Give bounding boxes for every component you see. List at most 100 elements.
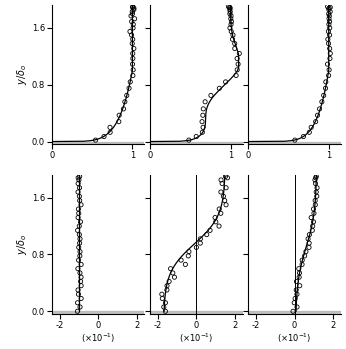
Point xyxy=(296,266,302,272)
Point xyxy=(307,232,312,237)
Point xyxy=(76,257,81,263)
Point xyxy=(76,245,82,250)
Bar xyxy=(52,142,145,146)
Point xyxy=(292,296,298,301)
Point xyxy=(225,175,230,180)
Point xyxy=(311,219,316,225)
Point xyxy=(129,19,135,24)
Point xyxy=(161,304,166,310)
Point xyxy=(194,245,199,250)
Point xyxy=(221,193,226,199)
Point xyxy=(200,125,206,130)
Point xyxy=(78,219,83,225)
Point xyxy=(101,134,107,139)
Point xyxy=(228,29,234,34)
Point xyxy=(323,79,329,85)
Point xyxy=(170,270,175,276)
Point xyxy=(122,99,128,105)
Point xyxy=(299,262,305,267)
Point xyxy=(78,279,83,284)
Point xyxy=(294,304,300,310)
Point xyxy=(78,283,84,289)
Point xyxy=(326,73,331,78)
Point xyxy=(76,177,82,183)
Point xyxy=(76,210,82,216)
Point xyxy=(76,291,81,297)
Point xyxy=(127,79,133,85)
Point xyxy=(130,67,136,73)
Point xyxy=(326,22,332,27)
Point xyxy=(131,7,137,12)
Point xyxy=(308,215,314,220)
Point xyxy=(326,41,331,46)
Point xyxy=(77,253,83,259)
Point xyxy=(76,193,82,199)
Point xyxy=(77,270,83,276)
Point xyxy=(168,266,173,272)
Point xyxy=(222,198,227,203)
Point xyxy=(77,198,82,203)
Point xyxy=(292,137,298,143)
Point xyxy=(227,5,233,11)
Point xyxy=(126,86,132,91)
Point xyxy=(307,129,312,135)
Point xyxy=(76,206,81,212)
Point xyxy=(172,274,177,280)
Point xyxy=(325,4,330,9)
Point xyxy=(132,16,137,22)
Point xyxy=(75,228,80,233)
Point xyxy=(326,67,332,73)
Point xyxy=(202,99,208,105)
Point xyxy=(130,5,135,10)
X-axis label: $(\times10^{-1})$: $(\times10^{-1})$ xyxy=(179,332,213,345)
Point xyxy=(313,175,319,180)
Point xyxy=(77,249,83,254)
Point xyxy=(131,46,137,51)
Point xyxy=(227,7,233,12)
Point xyxy=(199,119,205,125)
Point xyxy=(312,198,318,203)
Bar xyxy=(52,311,145,315)
Point xyxy=(227,11,233,16)
Y-axis label: $y/\delta_o$: $y/\delta_o$ xyxy=(15,64,29,86)
Point xyxy=(130,51,136,56)
Point xyxy=(78,262,84,267)
Point xyxy=(201,106,206,112)
Point xyxy=(326,29,331,34)
Point xyxy=(327,9,333,14)
Point xyxy=(186,137,192,143)
Point xyxy=(75,181,81,186)
Point xyxy=(78,274,84,280)
Point xyxy=(121,106,126,112)
Point xyxy=(301,134,306,139)
Point xyxy=(325,61,330,67)
Point xyxy=(223,202,229,208)
Point xyxy=(226,4,231,9)
Point xyxy=(204,232,209,237)
Point xyxy=(297,283,302,289)
Point xyxy=(299,257,305,263)
Point xyxy=(291,300,297,305)
Point xyxy=(314,185,320,191)
Point xyxy=(218,177,224,183)
Point xyxy=(128,13,134,19)
Point xyxy=(131,5,137,11)
Point xyxy=(237,51,242,56)
Point xyxy=(311,210,317,216)
Point xyxy=(223,185,229,191)
Point xyxy=(75,300,80,305)
Point xyxy=(129,32,134,38)
Point xyxy=(325,37,331,42)
Point xyxy=(163,300,168,305)
Point xyxy=(130,73,136,78)
Point xyxy=(232,46,238,51)
Point xyxy=(297,274,302,280)
Point xyxy=(313,189,319,195)
Point xyxy=(293,287,299,293)
Point xyxy=(228,22,234,27)
Point xyxy=(116,119,121,125)
Point xyxy=(307,240,312,246)
Point xyxy=(326,5,332,11)
Point xyxy=(183,262,188,267)
Point xyxy=(186,249,192,254)
